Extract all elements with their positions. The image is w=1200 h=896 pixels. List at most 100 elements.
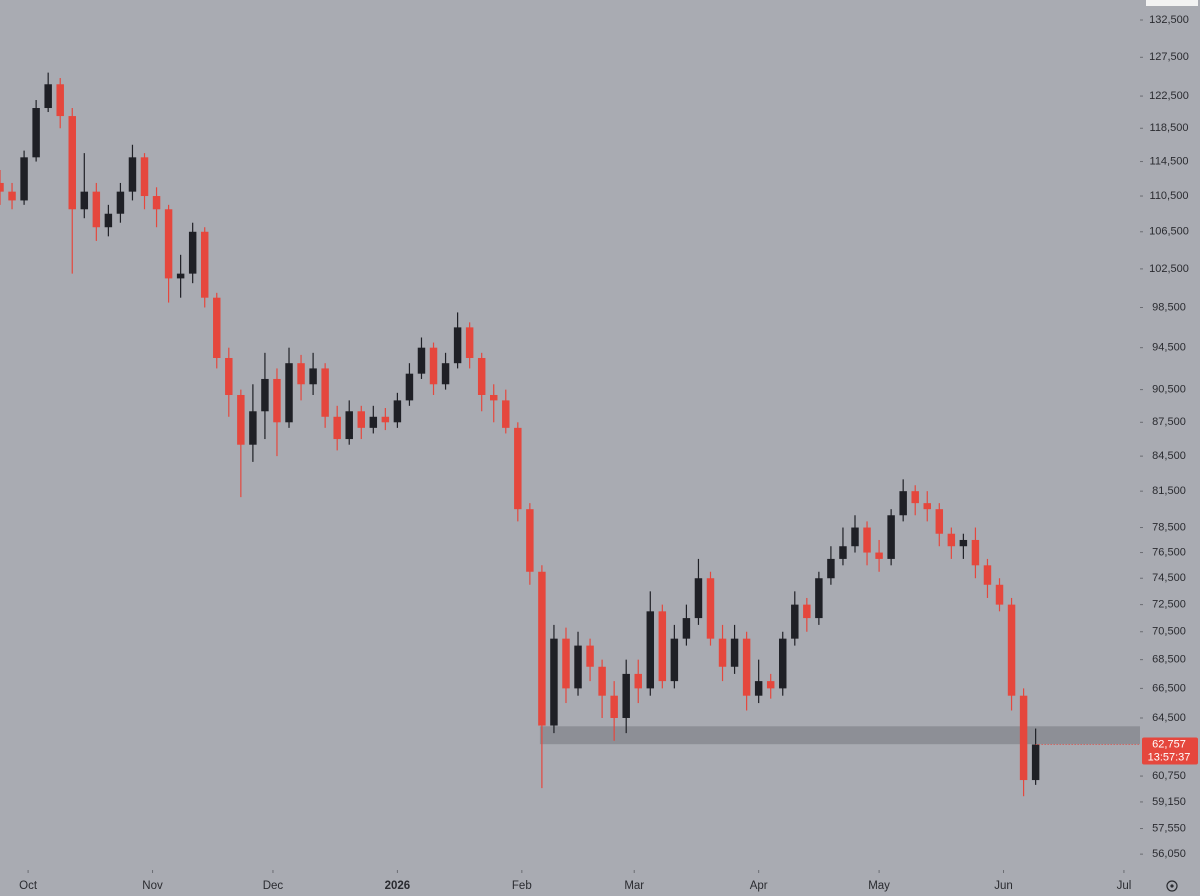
candle-body xyxy=(297,363,305,385)
candle-body xyxy=(429,347,438,385)
candle-body xyxy=(754,681,763,696)
candle-body xyxy=(345,411,353,440)
candle-body xyxy=(682,618,691,639)
candle-body xyxy=(309,368,317,385)
candle-body xyxy=(718,638,727,667)
last-price-box xyxy=(1142,737,1198,765)
candle-body xyxy=(0,182,4,192)
candle-body xyxy=(441,363,450,385)
candle-body xyxy=(779,638,787,689)
candle-body xyxy=(586,645,594,667)
candle-body xyxy=(213,297,221,358)
candle-body xyxy=(971,539,980,566)
y-tick-label: 78,500 xyxy=(1152,521,1186,533)
candle-body xyxy=(249,411,257,445)
candle-body xyxy=(766,681,775,689)
candle-body xyxy=(92,191,101,228)
candle-body xyxy=(1031,744,1040,781)
x-tick-label: Nov xyxy=(142,880,163,892)
candle-body xyxy=(357,411,366,428)
candle-body xyxy=(152,196,161,210)
icon-dot xyxy=(1170,884,1174,888)
candle-body xyxy=(225,357,233,395)
candle-body xyxy=(730,638,739,667)
candle-body xyxy=(562,638,570,689)
candle-body xyxy=(574,645,582,689)
candle-body xyxy=(935,509,944,534)
x-tick-label: Apr xyxy=(750,880,768,892)
x-tick-label: May xyxy=(868,880,890,892)
y-tick-label: 81,500 xyxy=(1152,485,1186,497)
y-tick-label: 84,500 xyxy=(1152,450,1186,462)
candle-body xyxy=(8,191,16,201)
candle-body xyxy=(839,546,847,559)
candle-body xyxy=(104,213,113,228)
candle-body xyxy=(983,565,992,585)
y-tick-label: 106,500 xyxy=(1149,226,1189,238)
y-tick-label: 76,500 xyxy=(1152,546,1186,558)
candle-body xyxy=(477,357,486,395)
candle-body xyxy=(995,584,1004,605)
candle-body xyxy=(514,427,522,510)
candle-body xyxy=(369,416,378,428)
candle-body xyxy=(1019,695,1028,781)
x-tick-label: Jun xyxy=(994,880,1013,892)
corner-button[interactable] xyxy=(1146,0,1198,6)
candle-body xyxy=(116,191,125,214)
candle-body xyxy=(502,400,510,428)
candle-body xyxy=(815,578,823,619)
candle-body xyxy=(321,368,329,417)
candle-body xyxy=(526,509,534,572)
last-price-label: 62,757 xyxy=(1152,738,1186,750)
x-tick-label: Oct xyxy=(19,880,38,892)
candle-body xyxy=(538,571,546,726)
candle-body xyxy=(453,327,462,364)
y-tick-label: 66,500 xyxy=(1152,682,1186,694)
candle-body xyxy=(273,378,281,423)
y-tick-label: 64,500 xyxy=(1152,712,1186,724)
y-tick-label: 72,500 xyxy=(1152,599,1186,611)
y-tick-label: 132,500 xyxy=(1149,14,1189,26)
candle-body xyxy=(598,666,606,696)
candle-body xyxy=(261,378,269,412)
candle-body xyxy=(417,347,426,374)
candle-body xyxy=(706,578,715,639)
candle-body xyxy=(200,231,209,298)
icon-ring xyxy=(1166,880,1178,892)
y-tick-label: 122,500 xyxy=(1149,90,1189,102)
candle-body xyxy=(646,611,655,689)
y-tick-label: 57,550 xyxy=(1152,822,1186,834)
candle-body xyxy=(20,157,28,201)
candle-body xyxy=(863,527,871,553)
candle-body xyxy=(947,533,956,547)
candle-body xyxy=(80,191,89,210)
x-tick-label: 2026 xyxy=(385,880,411,892)
candle-body xyxy=(44,84,52,109)
candle-body xyxy=(176,273,185,279)
candle-body xyxy=(333,416,341,440)
candle-body xyxy=(634,673,642,689)
candle-body xyxy=(658,611,667,682)
candle-body xyxy=(164,209,173,279)
y-tick-label: 102,500 xyxy=(1149,263,1189,275)
candle-body xyxy=(622,673,630,718)
candle-body xyxy=(899,491,907,516)
y-tick-label: 56,050 xyxy=(1152,848,1186,860)
y-tick-label: 68,500 xyxy=(1152,654,1186,666)
candle-body xyxy=(237,394,245,445)
candle-body xyxy=(188,231,197,274)
y-tick-label: 110,500 xyxy=(1150,190,1189,202)
candle-body xyxy=(670,638,679,682)
candle-body xyxy=(1007,604,1016,696)
candle-body xyxy=(875,552,883,559)
candle-body xyxy=(827,558,835,579)
candle-body xyxy=(128,157,137,192)
y-tick-label: 127,500 xyxy=(1149,51,1189,63)
settings-icon[interactable] xyxy=(1166,880,1178,892)
candle-body xyxy=(405,373,414,401)
y-tick-label: 118,500 xyxy=(1150,122,1189,134)
x-tick-label: Feb xyxy=(512,880,532,892)
candle-body xyxy=(959,539,968,547)
y-tick-label: 94,500 xyxy=(1152,342,1186,354)
